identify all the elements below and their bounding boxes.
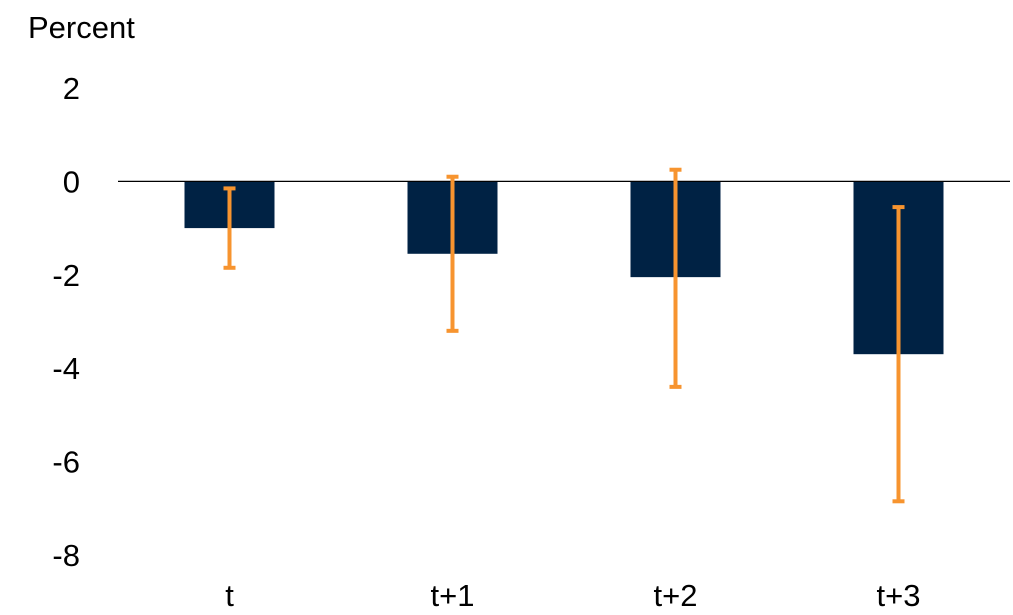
y-tick-label: 0 <box>63 164 80 199</box>
y-tick-label: -2 <box>52 258 80 293</box>
y-unit-label: Percent <box>28 10 135 45</box>
y-tick-label: 2 <box>63 71 80 106</box>
x-tick-labels: t t+1 t+2 t+3 <box>225 578 920 613</box>
y-tick-label: -6 <box>52 445 80 480</box>
y-tick-label: -8 <box>52 538 80 573</box>
x-tick-label: t+3 <box>877 578 921 613</box>
x-tick-label: t <box>225 578 234 613</box>
x-tick-label: t+1 <box>431 578 475 613</box>
y-tick-label: -4 <box>52 351 80 386</box>
error-bars <box>223 167 905 504</box>
bars <box>184 181 944 355</box>
y-tick-labels: 2 0 -2 -4 -6 -8 <box>52 71 80 573</box>
x-tick-label: t+2 <box>654 578 698 613</box>
